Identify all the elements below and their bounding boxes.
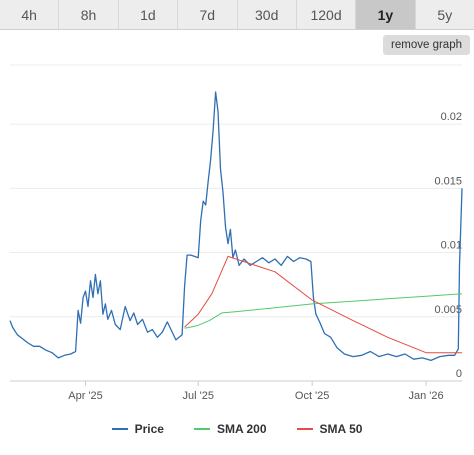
y-tick-label: 0.015 [434, 175, 462, 187]
y-tick-label: 0.005 [434, 304, 462, 316]
timeframe-tabs: 4h 8h 1d 7d 30d 120d 1y 5y [0, 0, 474, 30]
tab-4h[interactable]: 4h [0, 0, 60, 29]
tab-5y[interactable]: 5y [415, 0, 474, 29]
legend-sma-50[interactable]: SMA 50 [296, 422, 363, 436]
tab-1d[interactable]: 1d [118, 0, 179, 29]
legend-price-swatch [111, 428, 128, 430]
y-tick-label: 0.01 [441, 240, 462, 252]
tab-7d[interactable]: 7d [178, 0, 238, 29]
remove-graph-button[interactable]: remove graph [383, 35, 470, 55]
sma-50-line [184, 255, 462, 354]
tab-8h[interactable]: 8h [59, 0, 119, 29]
legend-price[interactable]: Price [111, 422, 164, 436]
tab-120d[interactable]: 120d [296, 0, 357, 29]
x-axis-ticks: Apr '25 Jul '25 Oct '25 Jan '26 [68, 381, 444, 402]
x-tick-label: Oct '25 [295, 390, 330, 402]
legend-sma-200-label: SMA 200 [216, 422, 267, 436]
price-line [9, 91, 463, 362]
sma-200-line [184, 293, 463, 329]
chart-legend: Price SMA 200 SMA 50 [0, 418, 474, 440]
price-chart: 0 0.005 0.01 0.015 0.02 Apr '25 Jul '25 Oct '2… [9, 64, 463, 402]
series-lines [9, 91, 463, 362]
legend-price-label: Price [134, 422, 164, 436]
legend-sma-50-label: SMA 50 [319, 422, 363, 436]
y-tick-label: 0.02 [441, 111, 462, 123]
legend-sma-200-swatch [193, 428, 210, 430]
x-tick-label: Apr '25 [68, 390, 103, 402]
x-tick-label: Jul '25 [183, 390, 214, 402]
grid-lines [10, 64, 462, 382]
y-tick-label: 0 [456, 368, 462, 380]
legend-sma-50-swatch [296, 428, 313, 430]
legend-sma-200[interactable]: SMA 200 [193, 422, 267, 436]
x-tick-label: Jan '26 [409, 390, 444, 402]
y-axis-ticks: 0 0.005 0.01 0.015 0.02 [434, 111, 462, 380]
tab-1y[interactable]: 1y [356, 0, 416, 29]
tab-30d[interactable]: 30d [237, 0, 297, 29]
